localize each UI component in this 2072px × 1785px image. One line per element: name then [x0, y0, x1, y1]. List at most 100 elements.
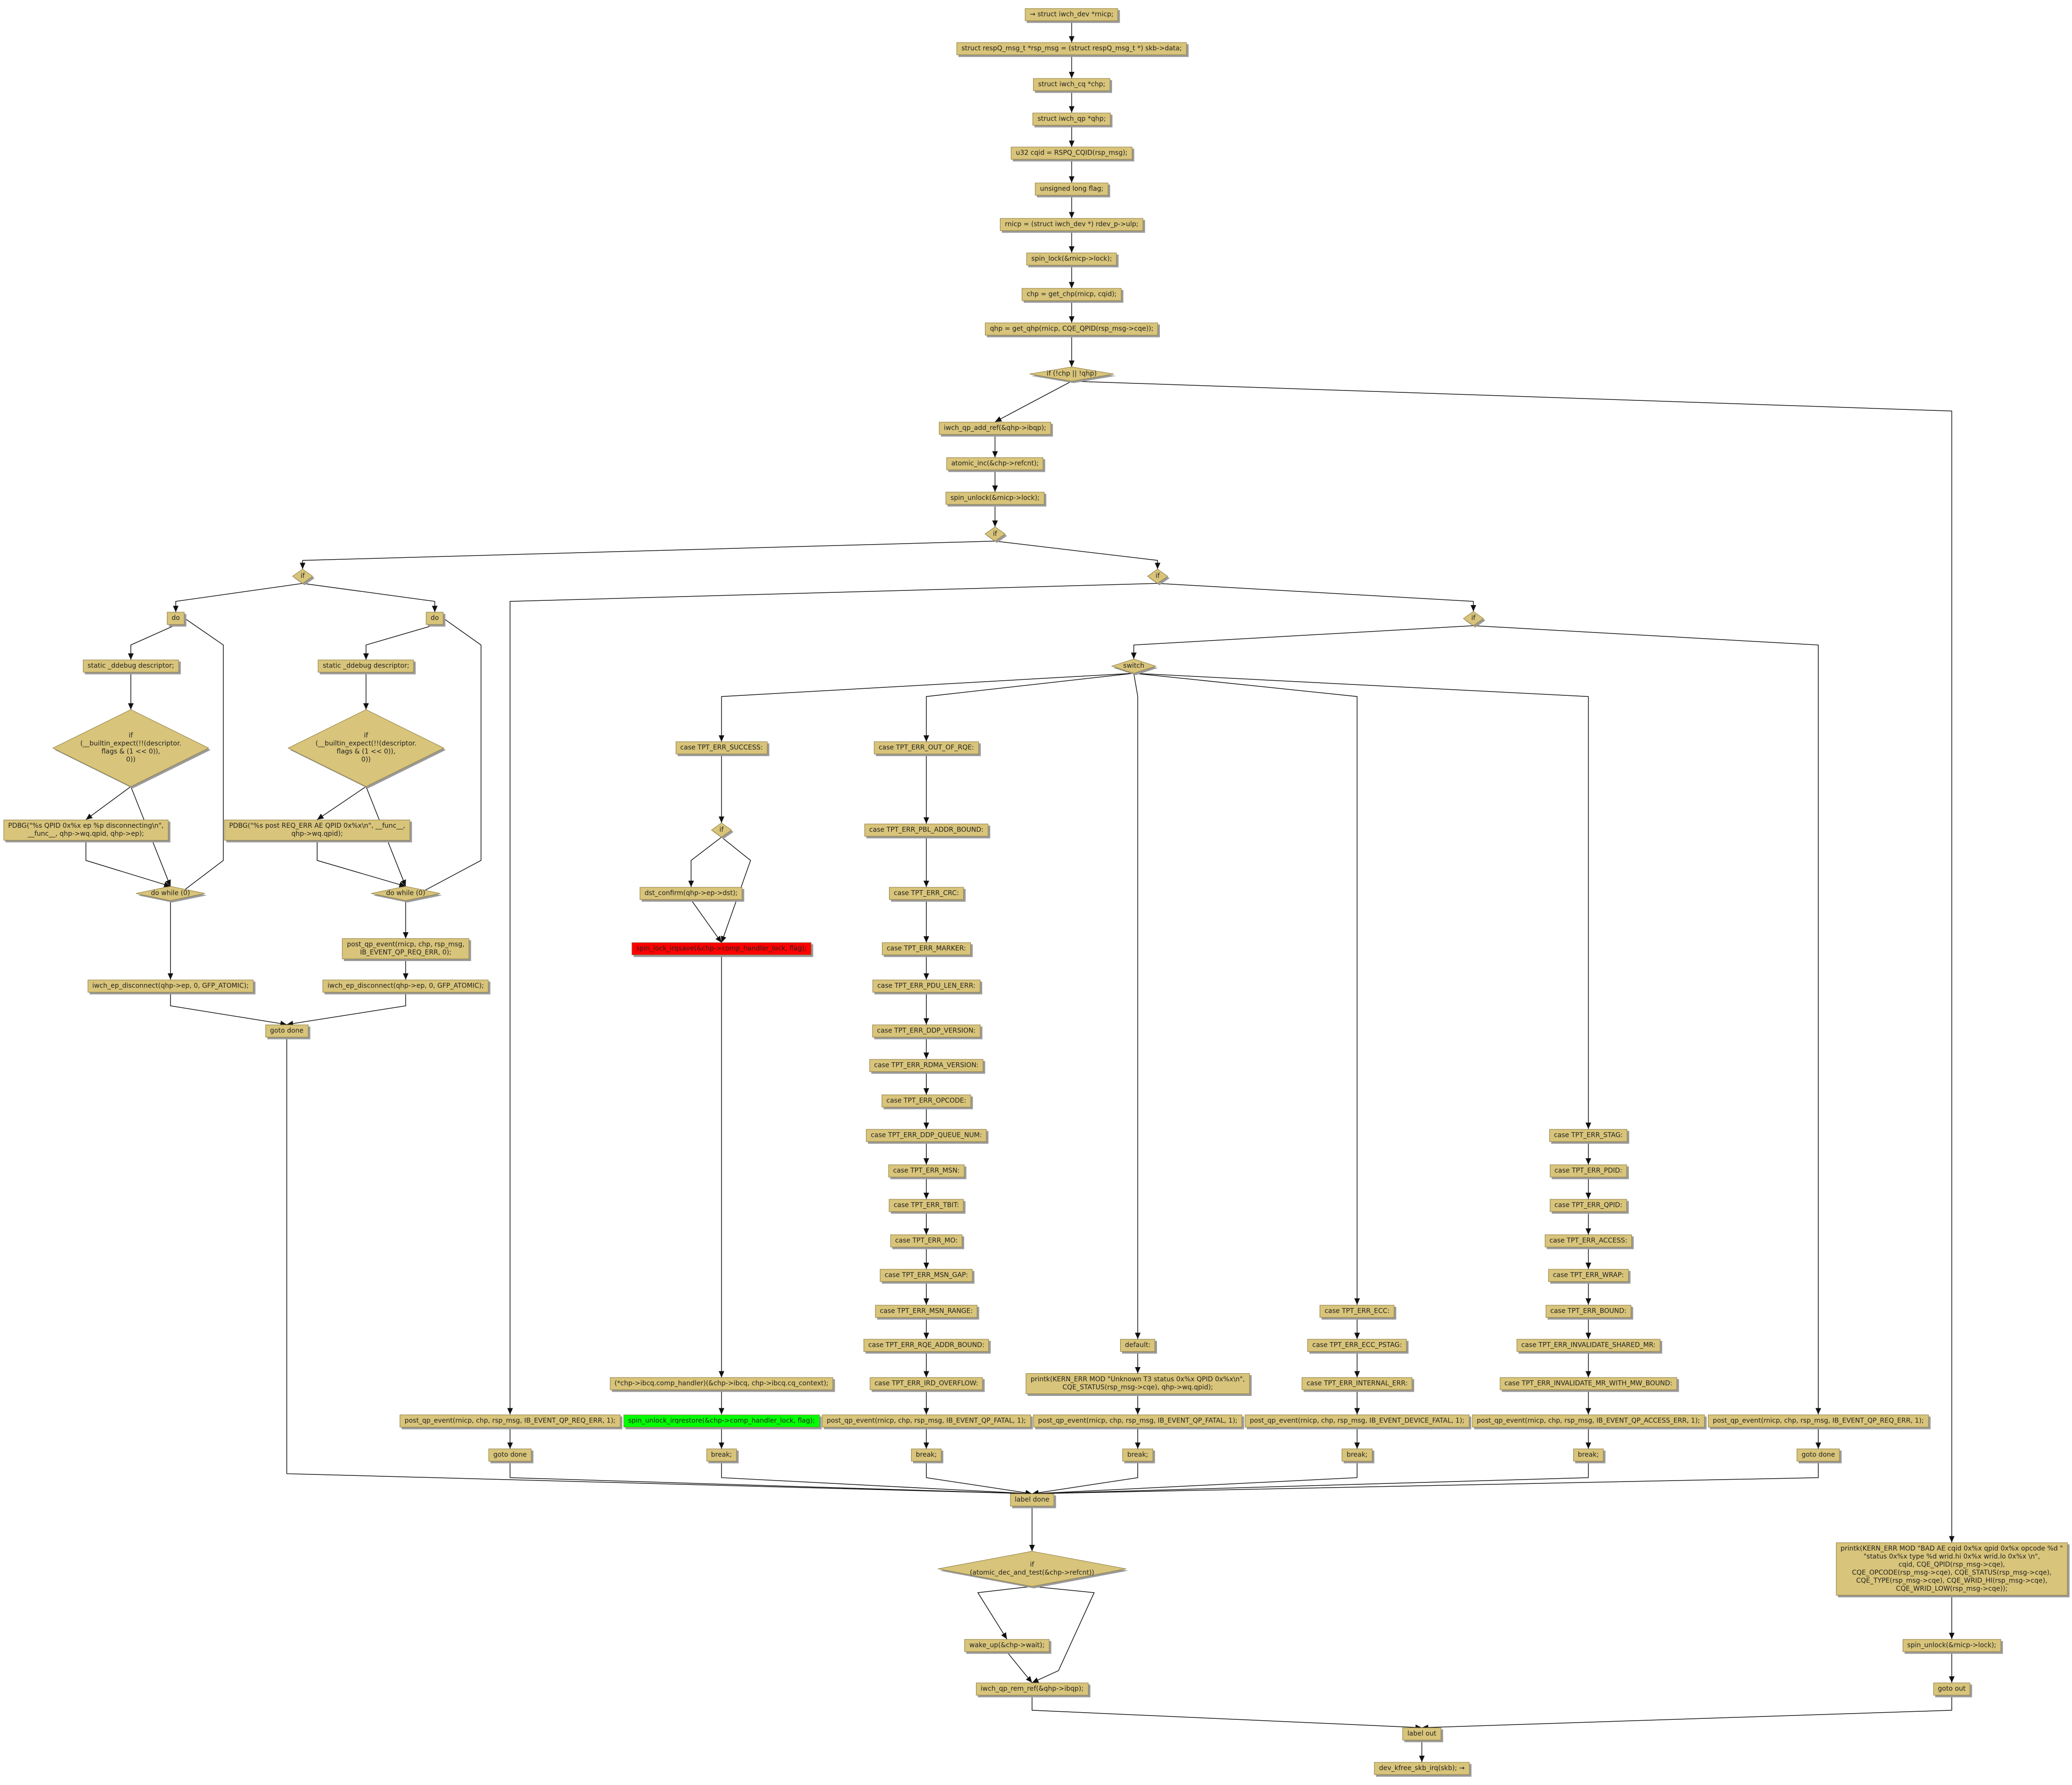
process-node: goto done [488, 1448, 532, 1462]
process-node: static _ddebug descriptor; [318, 659, 414, 673]
edge [1032, 1461, 1139, 1496]
process-node: case TPT_ERR_ACCESS: [1545, 1234, 1632, 1248]
process-node: case TPT_ERR_IRD_OVERFLOW: [870, 1377, 983, 1390]
process-node: case TPT_ERR_DDP_VERSION: [872, 1024, 981, 1038]
edge [86, 786, 131, 820]
edge [1032, 1461, 1819, 1497]
edge [1473, 625, 1822, 1415]
process-node: → struct iwch_dev *rnicp; [1025, 8, 1118, 21]
edge [300, 540, 995, 569]
edge [507, 583, 1158, 1415]
decision-label: do while (0) [151, 889, 190, 897]
process-node: case TPT_ERR_INVALIDATE_MR_WITH_MW_BOUND… [1500, 1377, 1677, 1390]
edge [170, 612, 224, 901]
edge [286, 992, 406, 1027]
edge [1032, 1461, 1358, 1497]
edge [923, 673, 1134, 742]
edge [317, 786, 366, 820]
edge [1131, 625, 1474, 659]
process-node: spin_unlock(&rnicp->lock); [1902, 1639, 2001, 1652]
process-node: PDBG("%s QPID 0x%x ep %p disconnecting\n… [3, 819, 169, 841]
decision-node [136, 886, 205, 901]
edge [718, 673, 1134, 742]
edge [1006, 1651, 1033, 1683]
edge [1133, 673, 1360, 1305]
process-node: do [167, 612, 185, 625]
process-node: case TPT_ERR_OUT_OF_RQE: [874, 741, 979, 754]
process-node: PDBG("%s post REQ_ERR AE QPID 0x%x\n", _… [224, 819, 410, 841]
process-node: case TPT_ERR_OPCODE: [881, 1094, 971, 1108]
process-node: case TPT_ERR_MSN: [888, 1164, 965, 1178]
process-node: break; [1342, 1448, 1373, 1462]
process-node: case TPT_ERR_QPID: [1549, 1199, 1627, 1212]
process-node: case TPT_ERR_SUCCESS: [675, 741, 768, 754]
edge [721, 837, 751, 943]
process-node: dev_kfree_skb_irq(skb); → [1374, 1762, 1469, 1775]
process-node: goto done [265, 1024, 309, 1038]
process-node: post_qp_event(rnicp, chp, rsp_msg, IB_EV… [1245, 1414, 1469, 1428]
edge [994, 381, 1072, 423]
process-node: case TPT_ERR_PDID: [1550, 1164, 1627, 1178]
decision-label: if (!chp || !qhp) [1046, 370, 1097, 378]
edge [302, 583, 438, 612]
process-node: break; [1122, 1448, 1153, 1462]
edge [170, 992, 287, 1027]
process-node: post_qp_event(rnicp, chp, rsp_msg, IB_EV… [1472, 1414, 1705, 1428]
process-node: spin_unlock(&rnicp->lock); [946, 492, 1045, 505]
decision-node [1463, 611, 1484, 626]
process-node: wake_up(&chp->wait); [964, 1639, 1050, 1652]
process-node: case TPT_ERR_RQE_ADDR_BOUND: [863, 1339, 989, 1352]
process-node: post_qp_event(rnicp, chp, rsp_msg, IB_EV… [822, 1414, 1031, 1428]
process-node: label out [1402, 1727, 1442, 1741]
edge [1157, 583, 1476, 612]
decision-node [938, 1551, 1126, 1587]
process-node: spin_lock_irqsave(&chp->comp_handler_loc… [631, 942, 812, 955]
edge [1133, 673, 1591, 1129]
process-node: struct iwch_cq *chp; [1033, 78, 1110, 91]
edge [721, 1461, 1032, 1497]
process-node: case TPT_ERR_MARKER: [881, 942, 971, 955]
decision-node [711, 823, 732, 838]
edge [691, 900, 722, 943]
process-node: iwch_qp_add_ref(&qhp->ibqp); [939, 422, 1051, 435]
process-node: printk(KERN_ERR MOD "BAD AE cqid 0x%x qp… [1836, 1542, 2068, 1595]
process-node: spin_lock(&rnicp->lock); [1027, 252, 1117, 266]
decision-label: if [1471, 614, 1476, 622]
process-node: spin_unlock_irqrestore(&chp->comp_handle… [623, 1414, 820, 1428]
process-node: iwch_ep_disconnect(qhp->ep, 0, GFP_ATOMI… [87, 979, 254, 993]
edge [977, 1586, 1032, 1639]
decision-label: if [1155, 572, 1160, 580]
decision-label: if [719, 826, 724, 834]
process-node: u32 cqid = RSPQ_CQID(rsp_msg); [1011, 147, 1132, 160]
process-node: struct respQ_msg_t *rsp_msg = (struct re… [957, 42, 1187, 55]
edge [509, 1461, 1032, 1497]
decision-node [52, 709, 209, 787]
decision-node [1147, 569, 1168, 584]
edge [128, 624, 176, 660]
edge [173, 583, 303, 612]
process-node: case TPT_ERR_INVALIDATE_SHARED_MR: [1516, 1339, 1660, 1352]
process-node: case TPT_ERR_PDU_LEN_ERR: [872, 979, 980, 993]
process-node: case TPT_ERR_MSN_GAP: [880, 1269, 973, 1282]
decision-node [984, 526, 1006, 542]
process-node: goto done [1796, 1448, 1840, 1462]
process-node: case TPT_ERR_BOUND: [1545, 1305, 1632, 1318]
edge [85, 840, 171, 887]
process-node: break; [706, 1448, 737, 1462]
process-node: case TPT_ERR_MO: [890, 1234, 962, 1248]
process-node: qhp = get_qhp(rnicp, CQE_QPID(rsp_msg->c… [985, 322, 1158, 336]
edge [995, 540, 1161, 569]
process-node: chp = get_chp(rnicp, cqid); [1022, 288, 1122, 301]
edge [688, 837, 722, 887]
process-node: atomic_inc(&chp->refcnt); [946, 457, 1044, 470]
process-node: post_qp_event(rnicp, chp, rsp_msg, IB_EV… [1708, 1414, 1929, 1428]
process-node: case TPT_ERR_WRAP: [1548, 1269, 1629, 1282]
decision-label: if [300, 572, 305, 580]
process-node: case TPT_ERR_ECC_PSTAG: [1307, 1339, 1407, 1352]
edge [1071, 381, 1955, 1542]
process-node: case TPT_ERR_DDP_QUEUE_NUM: [866, 1129, 987, 1142]
edge [286, 1037, 1032, 1497]
process-node: case TPT_ERR_TBIT: [889, 1199, 964, 1212]
